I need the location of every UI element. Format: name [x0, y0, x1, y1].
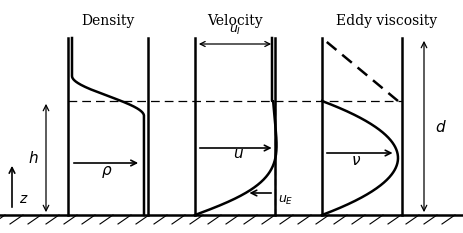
- Text: $z$: $z$: [19, 192, 29, 206]
- Text: $\nu$: $\nu$: [350, 154, 360, 168]
- Text: $u_E$: $u_E$: [277, 194, 293, 207]
- Text: Density: Density: [81, 14, 134, 28]
- Text: $u_I$: $u_I$: [228, 24, 241, 37]
- Text: Eddy viscosity: Eddy viscosity: [336, 14, 437, 28]
- Text: $u$: $u$: [233, 147, 244, 161]
- Text: $\rho$: $\rho$: [101, 164, 113, 180]
- Text: $d$: $d$: [434, 119, 446, 134]
- Text: Velocity: Velocity: [207, 14, 262, 28]
- Text: $h$: $h$: [28, 150, 38, 166]
